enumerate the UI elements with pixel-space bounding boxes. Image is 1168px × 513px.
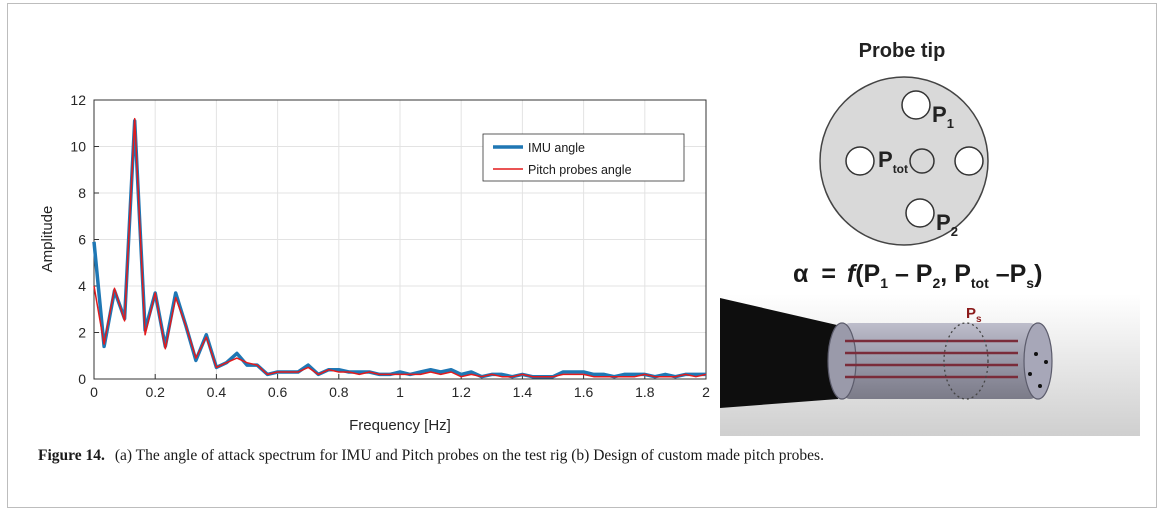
port-center [909, 148, 935, 174]
figure-frame [7, 3, 1157, 508]
port-p1 [901, 90, 931, 120]
probe-cable [720, 298, 850, 408]
x-tick-label: 1 [396, 384, 404, 400]
port-left [845, 146, 875, 176]
y-tick-label: 0 [78, 371, 86, 387]
x-tick-label: 0 [90, 384, 98, 400]
chart-grid [94, 100, 706, 379]
x-tick-label: 1.4 [513, 384, 533, 400]
caption-text: (a) The angle of attack spectrum for IMU… [114, 447, 824, 464]
probe-diagram: Probe tip P1 Ptot P2 α = f(P1 – P2, Ptot… [720, 40, 1140, 436]
series-line-pitch [93, 117, 707, 378]
probe-front-cap [1023, 322, 1053, 400]
x-tick-label: 0.2 [145, 384, 165, 400]
x-ticks: 0 0.2 0.4 0.6 0.8 1 1.2 1.4 1.6 1.8 2 [90, 374, 710, 400]
y-tick-label: 10 [70, 139, 86, 155]
port-p2 [905, 198, 935, 228]
x-axis-label: Frequency [Hz] [349, 417, 451, 434]
y-tick-label: 6 [78, 232, 86, 248]
y-ticks: 0 2 4 6 8 10 12 [70, 92, 99, 387]
label-ptot: Ptot [878, 147, 908, 176]
y-tick-label: 2 [78, 325, 86, 341]
probe-rear-cap [827, 322, 857, 400]
series-line-imu [92, 119, 706, 379]
label-ps: Ps [966, 305, 982, 325]
legend: IMU angle Pitch probes angle [482, 133, 685, 182]
figure-caption: Figure 14. (a) The angle of attack spectr… [38, 447, 1138, 465]
tip-hole-3 [1028, 372, 1032, 376]
legend-box [482, 133, 685, 182]
probe-tip-face [819, 76, 989, 246]
label-p1: P1 [932, 102, 954, 131]
x-tick-label: 2 [702, 384, 710, 400]
port-right [954, 146, 984, 176]
x-tick-label: 0.4 [207, 384, 227, 400]
angle-formula: α = f(P1 – P2, Ptot –Ps) [793, 260, 1042, 291]
probe-body [827, 322, 1053, 400]
x-tick-label: 1.2 [451, 384, 471, 400]
tip-hole-2 [1044, 360, 1048, 364]
probe-tip-title: Probe tip [859, 40, 946, 62]
x-tick-label: 1.8 [635, 384, 655, 400]
tip-hole-4 [1038, 384, 1042, 388]
x-tick-label: 0.6 [268, 384, 288, 400]
y-tick-label: 8 [78, 185, 86, 201]
static-port-ring [943, 322, 989, 400]
y-tick-label: 4 [78, 278, 86, 294]
tip-hole-1 [1034, 352, 1038, 356]
caption-label: Figure 14. [38, 447, 105, 464]
x-tick-label: 0.8 [329, 384, 349, 400]
amplitude-spectrum-chart: 0 0.2 0.4 0.6 0.8 1 1.2 1.4 1.6 1.8 2 0 2 4 6 8 10 12 Am… [39, 92, 710, 434]
label-p2: P2 [936, 210, 958, 239]
x-tick-label: 1.6 [574, 384, 594, 400]
y-axis-label: Amplitude [39, 206, 56, 273]
legend-label-pitch: Pitch probes angle [528, 163, 632, 177]
y-tick-label: 12 [70, 92, 86, 108]
series-lines [92, 117, 707, 379]
legend-label-imu: IMU angle [528, 141, 585, 155]
probe-cylinder [842, 323, 1038, 399]
